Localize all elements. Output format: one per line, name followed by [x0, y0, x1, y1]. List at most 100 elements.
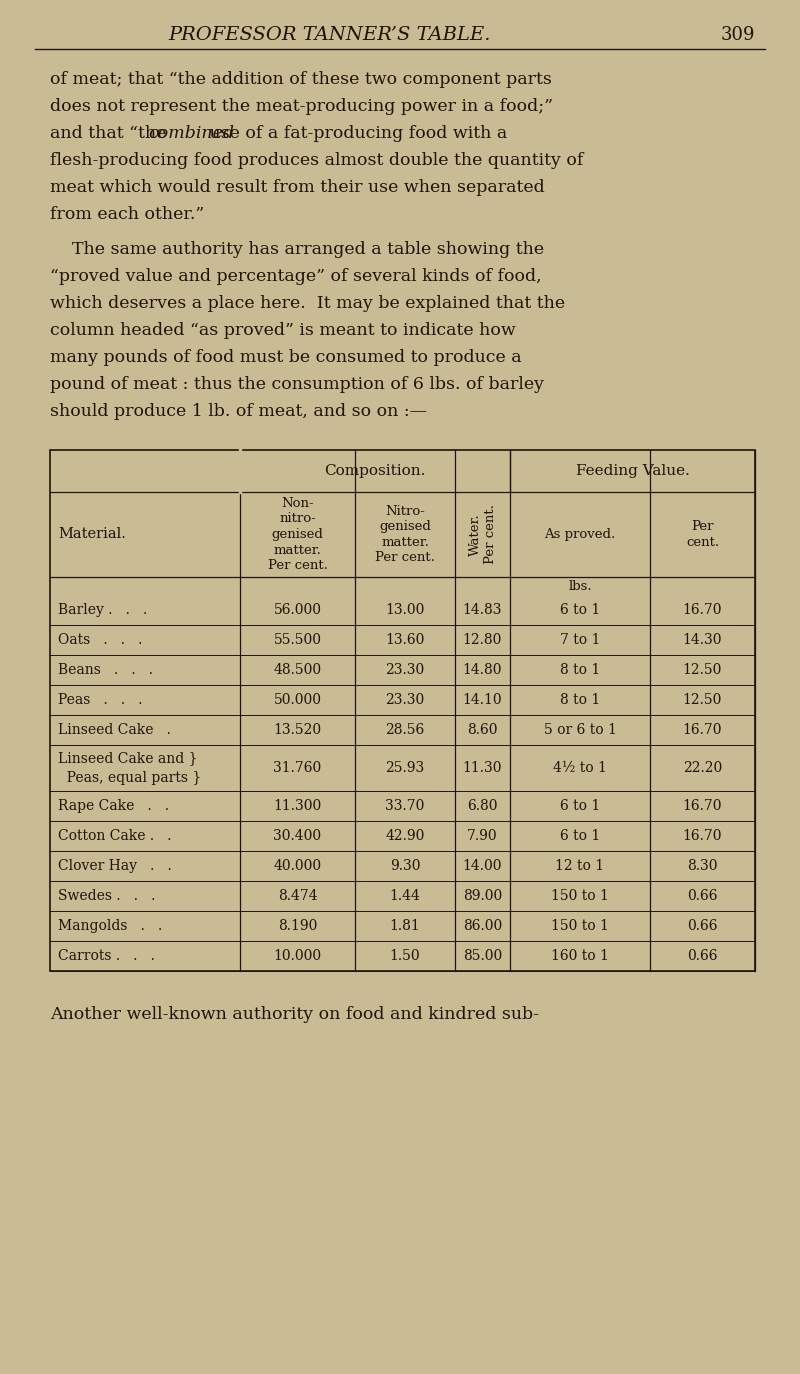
Text: 8.60: 8.60 [467, 723, 498, 736]
Text: 14.83: 14.83 [462, 603, 502, 617]
Text: 31.760: 31.760 [274, 761, 322, 775]
Text: 8 to 1: 8 to 1 [560, 664, 600, 677]
Text: 23.30: 23.30 [386, 692, 425, 708]
Text: Another well-known authority on food and kindred sub-: Another well-known authority on food and… [50, 1006, 539, 1024]
Text: 16.70: 16.70 [682, 723, 722, 736]
Text: lbs.: lbs. [568, 580, 592, 592]
Text: 40.000: 40.000 [274, 859, 322, 872]
Text: Material.: Material. [58, 528, 126, 541]
Text: 86.00: 86.00 [463, 919, 502, 933]
Text: 14.00: 14.00 [462, 859, 502, 872]
Text: 8.474: 8.474 [278, 889, 318, 903]
Text: many pounds of food must be consumed to produce a: many pounds of food must be consumed to … [50, 349, 522, 365]
Text: 16.70: 16.70 [682, 829, 722, 844]
Text: 0.66: 0.66 [687, 919, 718, 933]
Text: 9.30: 9.30 [390, 859, 420, 872]
Text: 7.90: 7.90 [467, 829, 498, 844]
Text: Oats   .   .   .: Oats . . . [58, 633, 142, 647]
Text: 309: 309 [721, 26, 755, 44]
Text: 0.66: 0.66 [687, 889, 718, 903]
Text: The same authority has arranged a table showing the: The same authority has arranged a table … [50, 240, 544, 258]
Text: 50.000: 50.000 [274, 692, 322, 708]
Text: 6 to 1: 6 to 1 [560, 603, 600, 617]
Text: 1.81: 1.81 [390, 919, 420, 933]
Text: 14.80: 14.80 [462, 664, 502, 677]
Text: 30.400: 30.400 [274, 829, 322, 844]
Text: Peas, equal parts }: Peas, equal parts } [58, 771, 202, 785]
Text: 22.20: 22.20 [683, 761, 722, 775]
Text: PROFESSOR TANNER’S TABLE.: PROFESSOR TANNER’S TABLE. [169, 26, 491, 44]
Text: 4½ to 1: 4½ to 1 [553, 761, 607, 775]
Text: 16.70: 16.70 [682, 603, 722, 617]
Text: 42.90: 42.90 [386, 829, 425, 844]
Text: Peas   .   .   .: Peas . . . [58, 692, 142, 708]
Text: does not represent the meat-producing power in a food;”: does not represent the meat-producing po… [50, 98, 553, 115]
Text: 11.300: 11.300 [274, 800, 322, 813]
Text: 16.70: 16.70 [682, 800, 722, 813]
Text: column headed “as proved” is meant to indicate how: column headed “as proved” is meant to in… [50, 322, 516, 339]
Text: 10.000: 10.000 [274, 949, 322, 963]
Text: 48.500: 48.500 [274, 664, 322, 677]
Text: 14.30: 14.30 [682, 633, 722, 647]
Text: pound of meat : thus the consumption of 6 lbs. of barley: pound of meat : thus the consumption of … [50, 376, 544, 393]
Text: and that “the: and that “the [50, 125, 172, 142]
Text: 14.10: 14.10 [462, 692, 502, 708]
Text: 85.00: 85.00 [463, 949, 502, 963]
Text: 12.50: 12.50 [683, 664, 722, 677]
Text: Non-
nitro-
genised
matter.
Per cent.: Non- nitro- genised matter. Per cent. [267, 497, 327, 572]
Text: 25.93: 25.93 [386, 761, 425, 775]
Text: Water.
Per cent.: Water. Per cent. [469, 504, 497, 565]
Text: 6.80: 6.80 [467, 800, 498, 813]
Text: of meat; that “the addition of these two component parts: of meat; that “the addition of these two… [50, 71, 552, 88]
Text: 56.000: 56.000 [274, 603, 322, 617]
Text: flesh-producing food produces almost double the quantity of: flesh-producing food produces almost dou… [50, 153, 583, 169]
Text: Clover Hay   .   .: Clover Hay . . [58, 859, 172, 872]
Text: 33.70: 33.70 [386, 800, 425, 813]
Text: Nitro-
genised
matter.
Per cent.: Nitro- genised matter. Per cent. [375, 504, 435, 565]
Text: 89.00: 89.00 [463, 889, 502, 903]
Text: Beans   .   .   .: Beans . . . [58, 664, 153, 677]
Text: 0.66: 0.66 [687, 949, 718, 963]
Text: 150 to 1: 150 to 1 [551, 919, 609, 933]
Text: “proved value and percentage” of several kinds of food,: “proved value and percentage” of several… [50, 268, 542, 284]
Text: 8.30: 8.30 [687, 859, 718, 872]
Text: meat which would result from their use when separated: meat which would result from their use w… [50, 179, 545, 196]
Text: 13.60: 13.60 [386, 633, 425, 647]
Text: Linseed Cake   .: Linseed Cake . [58, 723, 171, 736]
Text: Rape Cake   .   .: Rape Cake . . [58, 800, 169, 813]
Text: 23.30: 23.30 [386, 664, 425, 677]
Text: As proved.: As proved. [544, 528, 616, 541]
Text: 13.00: 13.00 [386, 603, 425, 617]
Text: Barley .   .   .: Barley . . . [58, 603, 147, 617]
Text: Linseed Cake and }: Linseed Cake and } [58, 750, 198, 765]
Text: Carrots .   .   .: Carrots . . . [58, 949, 155, 963]
Text: Cotton Cake .   .: Cotton Cake . . [58, 829, 171, 844]
Text: 1.44: 1.44 [390, 889, 421, 903]
Text: combined: combined [148, 125, 234, 142]
Text: Mangolds   .   .: Mangolds . . [58, 919, 162, 933]
Text: Composition.: Composition. [324, 464, 426, 478]
Text: 1.50: 1.50 [390, 949, 420, 963]
Text: 28.56: 28.56 [386, 723, 425, 736]
Bar [50, 451, 755, 971]
Text: 160 to 1: 160 to 1 [551, 949, 609, 963]
Text: Swedes .   .   .: Swedes . . . [58, 889, 155, 903]
Text: 12 to 1: 12 to 1 [555, 859, 605, 872]
Text: should produce 1 lb. of meat, and so on :—: should produce 1 lb. of meat, and so on … [50, 403, 427, 420]
Text: 12.50: 12.50 [683, 692, 722, 708]
Text: which deserves a place here.  It may be explained that the: which deserves a place here. It may be e… [50, 295, 565, 312]
Text: 8 to 1: 8 to 1 [560, 692, 600, 708]
Text: Feeding Value.: Feeding Value. [575, 464, 690, 478]
Text: 55.500: 55.500 [274, 633, 322, 647]
Text: 150 to 1: 150 to 1 [551, 889, 609, 903]
Text: 12.80: 12.80 [463, 633, 502, 647]
Text: 6 to 1: 6 to 1 [560, 829, 600, 844]
Text: 13.520: 13.520 [274, 723, 322, 736]
Text: 11.30: 11.30 [462, 761, 502, 775]
Text: 6 to 1: 6 to 1 [560, 800, 600, 813]
Text: 8.190: 8.190 [278, 919, 317, 933]
Text: 7 to 1: 7 to 1 [560, 633, 600, 647]
Text: from each other.”: from each other.” [50, 206, 204, 223]
Text: Per
cent.: Per cent. [686, 521, 719, 548]
Text: 5 or 6 to 1: 5 or 6 to 1 [543, 723, 617, 736]
